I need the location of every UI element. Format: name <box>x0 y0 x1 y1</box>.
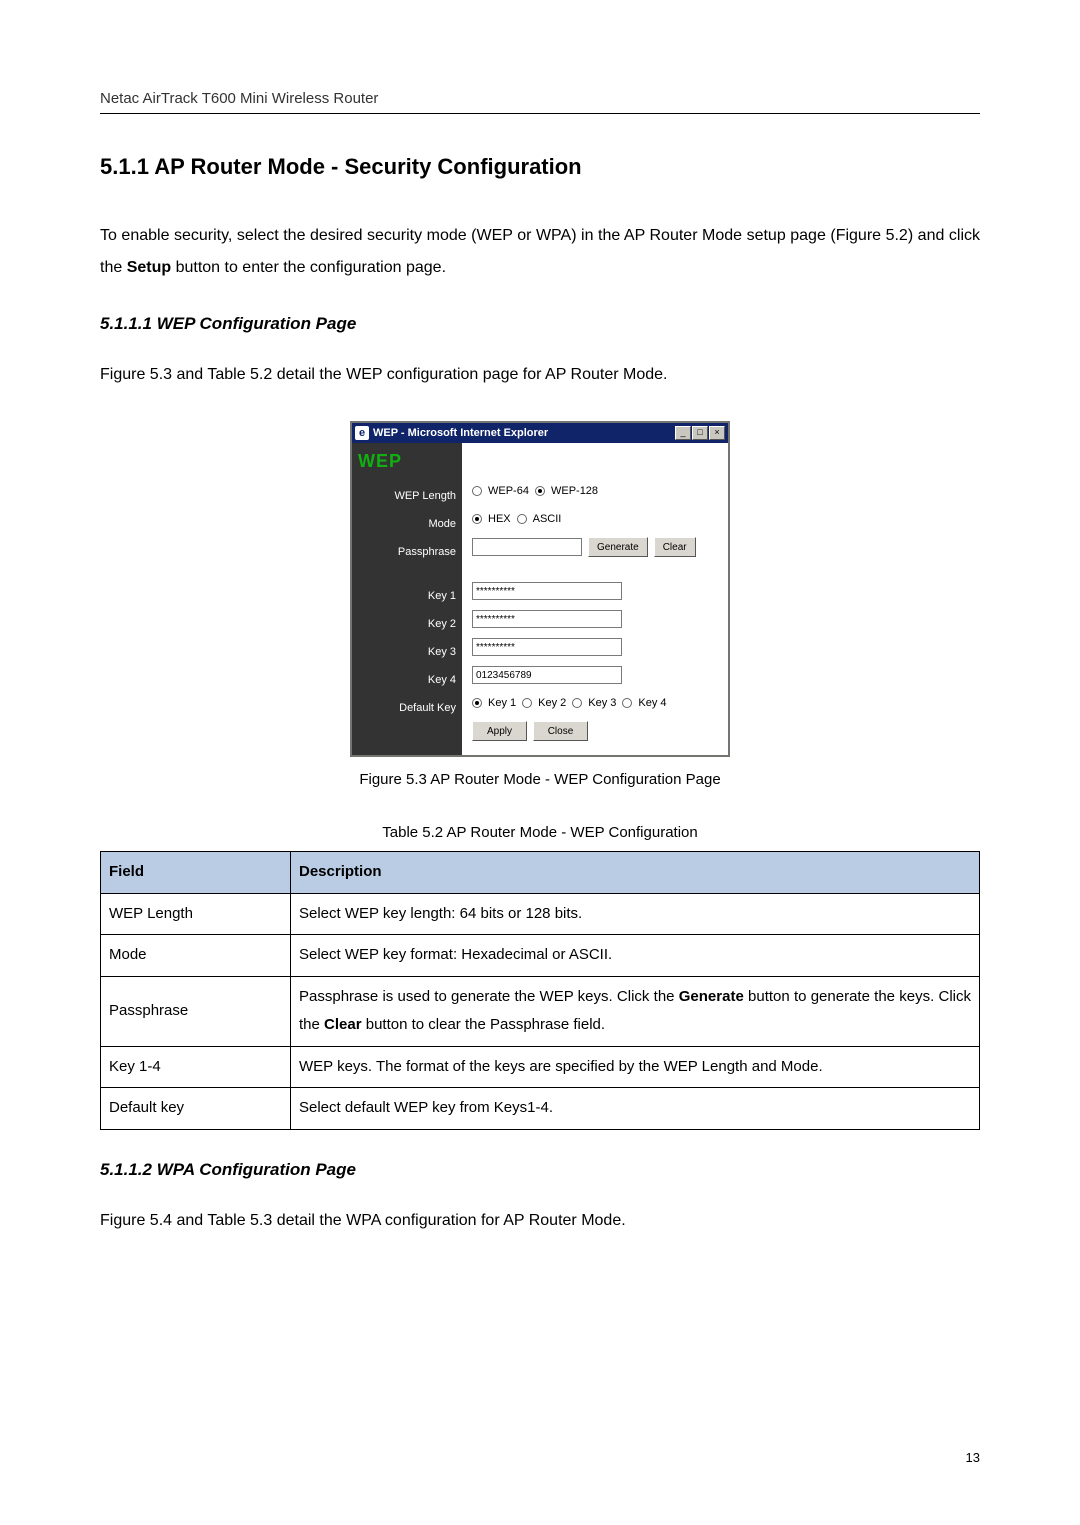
radio-dk1-label: Key 1 <box>488 697 516 709</box>
td-field: Passphrase <box>101 976 291 1046</box>
th-field: Field <box>101 852 291 894</box>
radio-default-key1[interactable] <box>472 698 482 708</box>
label-passphrase: Passphrase <box>358 538 456 566</box>
r3-generate: Generate <box>679 988 744 1005</box>
td-field: Key 1-4 <box>101 1046 291 1088</box>
radio-default-key2[interactable] <box>522 698 532 708</box>
radio-wep128-label: WEP-128 <box>551 485 598 497</box>
wpa-subheading: 5.1.1.2 WPA Configuration Page <box>100 1160 980 1180</box>
radio-wep64[interactable] <box>472 486 482 496</box>
radio-wep128[interactable] <box>535 486 545 496</box>
intro-bold-setup: Setup <box>127 259 171 276</box>
intro-text-b: button to enter the configuration page. <box>171 259 446 276</box>
key2-input[interactable] <box>472 610 622 628</box>
label-key3: Key 3 <box>358 638 456 666</box>
key4-input[interactable] <box>472 666 622 684</box>
td-field: Mode <box>101 935 291 977</box>
intro-paragraph: To enable security, select the desired s… <box>100 220 980 284</box>
side-title-wep: WEP <box>358 451 456 472</box>
radio-dk2-label: Key 2 <box>538 697 566 709</box>
radio-hex-label: HEX <box>488 513 511 525</box>
radio-dk3-label: Key 3 <box>588 697 616 709</box>
key1-input[interactable] <box>472 582 622 600</box>
passphrase-input[interactable] <box>472 538 582 556</box>
page-number: 13 <box>966 1450 980 1465</box>
wpa-lead-text: Figure 5.4 and Table 5.3 detail the WPA … <box>100 1205 980 1237</box>
radio-default-key4[interactable] <box>622 698 632 708</box>
r3-clear: Clear <box>324 1016 362 1033</box>
close-icon[interactable]: × <box>709 426 725 440</box>
dialog-title: WEP - Microsoft Internet Explorer <box>373 427 548 439</box>
td-field: WEP Length <box>101 893 291 935</box>
td-desc: Select WEP key length: 64 bits or 128 bi… <box>291 893 980 935</box>
key3-input[interactable] <box>472 638 622 656</box>
wep-dialog: e WEP - Microsoft Internet Explorer _ □ … <box>350 421 730 757</box>
minimize-icon[interactable]: _ <box>675 426 691 440</box>
wep-subheading: 5.1.1.1 WEP Configuration Page <box>100 314 980 334</box>
label-wep-length: WEP Length <box>358 482 456 510</box>
radio-default-key3[interactable] <box>572 698 582 708</box>
ie-icon: e <box>355 426 369 440</box>
maximize-icon[interactable]: □ <box>692 426 708 440</box>
radio-dk4-label: Key 4 <box>638 697 666 709</box>
close-button[interactable]: Close <box>533 721 588 741</box>
label-mode: Mode <box>358 510 456 538</box>
td-desc: Select WEP key format: Hexadecimal or AS… <box>291 935 980 977</box>
label-key1: Key 1 <box>358 582 456 610</box>
radio-ascii[interactable] <box>517 514 527 524</box>
r3-a: Passphrase is used to generate the WEP k… <box>299 988 679 1005</box>
clear-button[interactable]: Clear <box>654 537 696 557</box>
figure-caption: Figure 5.3 AP Router Mode - WEP Configur… <box>100 771 980 788</box>
th-description: Description <box>291 852 980 894</box>
radio-hex[interactable] <box>472 514 482 524</box>
section-heading: 5.1.1 AP Router Mode - Security Configur… <box>100 154 980 180</box>
td-field: Default key <box>101 1088 291 1130</box>
label-key4: Key 4 <box>358 666 456 694</box>
radio-ascii-label: ASCII <box>533 513 562 525</box>
td-desc: Passphrase is used to generate the WEP k… <box>291 976 980 1046</box>
doc-header: Netac AirTrack T600 Mini Wireless Router <box>100 90 980 114</box>
apply-button[interactable]: Apply <box>472 721 527 741</box>
radio-wep64-label: WEP-64 <box>488 485 529 497</box>
td-desc: Select default WEP key from Keys1-4. <box>291 1088 980 1130</box>
wep-config-table: Field Description WEP Length Select WEP … <box>100 851 980 1130</box>
label-default-key: Default Key <box>358 694 456 722</box>
td-desc: WEP keys. The format of the keys are spe… <box>291 1046 980 1088</box>
wep-lead-text: Figure 5.3 and Table 5.2 detail the WEP … <box>100 359 980 391</box>
r3-c: button to clear the Passphrase field. <box>362 1016 605 1033</box>
generate-button[interactable]: Generate <box>588 537 648 557</box>
label-key2: Key 2 <box>358 610 456 638</box>
dialog-titlebar: e WEP - Microsoft Internet Explorer _ □ … <box>352 423 728 443</box>
table-caption: Table 5.2 AP Router Mode - WEP Configura… <box>100 824 980 841</box>
